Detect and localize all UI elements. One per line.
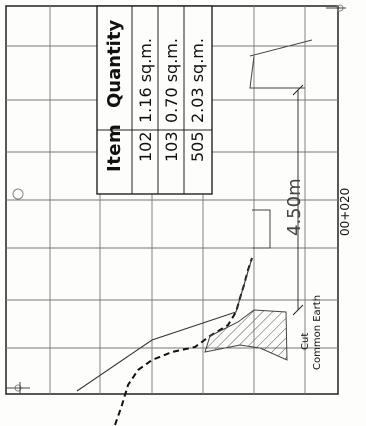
cut-label-line2: Common Earth (312, 294, 323, 370)
quantity-table-frame (96, 5, 213, 195)
dimension-label: 4.50m (284, 178, 305, 236)
cut-area-hatch (204, 309, 288, 361)
table-row-103-item: 103 (162, 131, 181, 162)
cut-label-line1: Cut (300, 332, 311, 350)
table-header-quantity: Quantity (104, 19, 125, 108)
table-header-item: Item (104, 123, 125, 172)
table-row-505-quantity: 2.03 sq.m. (188, 38, 207, 123)
table-row-505-item: 505 (188, 131, 207, 162)
table-row-102-quantity: 1.16 sq.m. (136, 38, 155, 123)
grid-marker (12, 188, 24, 200)
table-row-103-quantity: 0.70 sq.m. (162, 38, 181, 123)
design-sideslope-line (252, 209, 271, 249)
station-label: 00+020 (338, 187, 352, 236)
right-shoulder-line (249, 39, 313, 89)
edge-ticks (6, 7, 346, 394)
table-row-102-item: 102 (136, 131, 155, 162)
design-slope-line (76, 257, 253, 392)
